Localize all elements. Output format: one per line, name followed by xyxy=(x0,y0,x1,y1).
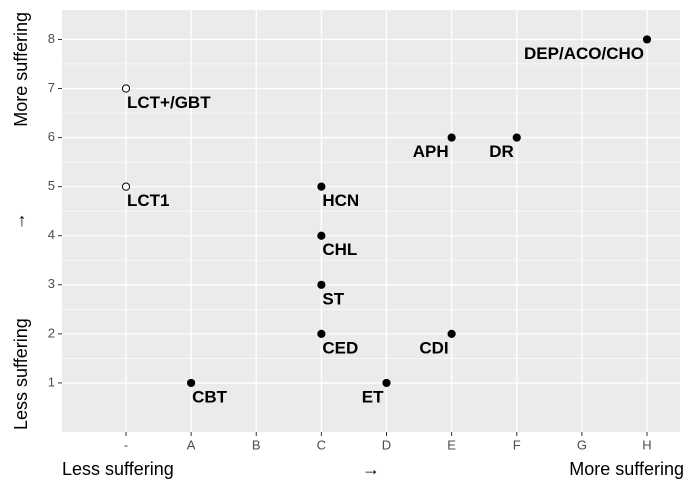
point-label: ST xyxy=(322,289,344,308)
point-label: APH xyxy=(413,142,449,161)
point xyxy=(317,280,326,289)
y-tick-label: 6 xyxy=(48,129,55,144)
point-label: ET xyxy=(362,387,384,406)
y-axis-label-bottom: Less suffering xyxy=(11,318,31,430)
point-label: CBT xyxy=(192,387,228,406)
point-label: DR xyxy=(489,142,514,161)
point xyxy=(121,182,131,191)
y-tick-label: 7 xyxy=(48,80,55,95)
y-tick-label: 8 xyxy=(48,31,55,46)
point xyxy=(642,35,652,44)
point xyxy=(121,84,131,93)
point xyxy=(382,378,391,388)
y-tick-label: 5 xyxy=(48,178,55,193)
y-tick-label: 4 xyxy=(48,227,55,242)
point-label: DEP/ACO/CHO xyxy=(524,44,644,63)
x-axis-label-middle: → xyxy=(362,459,380,479)
point-label: CED xyxy=(322,338,358,357)
y-tick-label: 3 xyxy=(48,276,55,291)
point-label: LCT+/GBT xyxy=(127,93,211,112)
y-tick-label: 1 xyxy=(48,374,55,389)
x-axis-label-left: Less suffering xyxy=(62,459,174,479)
point xyxy=(317,231,326,240)
point-label: CHL xyxy=(322,240,357,259)
panel xyxy=(62,10,680,432)
point xyxy=(317,182,326,191)
x-tick-label: G xyxy=(577,437,587,452)
point xyxy=(447,133,456,142)
x-tick-label: E xyxy=(447,437,456,452)
y-tick-label: 2 xyxy=(48,325,55,340)
x-tick-label: D xyxy=(382,437,391,452)
x-tick-label: B xyxy=(252,437,261,452)
x-tick-label: A xyxy=(187,437,196,452)
point-label: CDI xyxy=(419,338,448,357)
x-tick-label: C xyxy=(317,437,326,452)
x-tick-label: - xyxy=(124,437,128,452)
x-axis-label-right: More suffering xyxy=(569,459,684,479)
point-label: LCT1 xyxy=(127,191,170,210)
point xyxy=(187,378,196,388)
point xyxy=(512,133,521,142)
point-label: HCN xyxy=(322,191,359,210)
point xyxy=(317,329,326,338)
x-tick-label: F xyxy=(513,437,521,452)
y-axis-label-top: More suffering xyxy=(11,12,31,127)
point xyxy=(447,329,456,338)
y-axis-label-middle: ↑ xyxy=(18,210,27,230)
x-tick-label: H xyxy=(642,437,651,452)
